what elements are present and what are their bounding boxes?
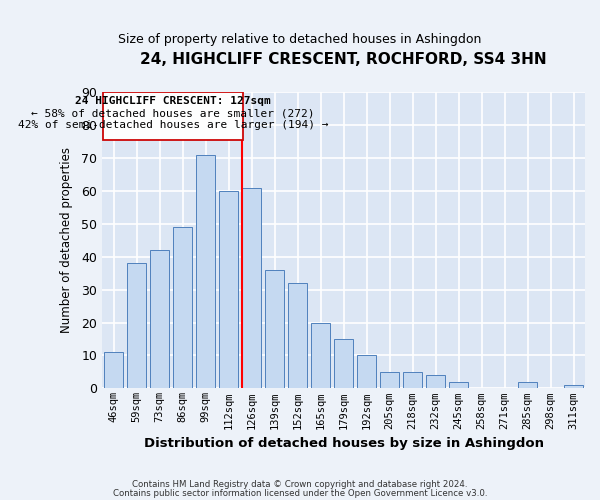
Bar [173,227,193,388]
Text: 42% of semi-detached houses are larger (194) →: 42% of semi-detached houses are larger (… [17,120,328,130]
Bar [564,385,583,388]
X-axis label: Distribution of detached houses by size in Ashingdon: Distribution of detached houses by size … [143,437,544,450]
Bar [242,188,262,388]
Bar [219,191,238,388]
Bar [311,322,331,388]
Bar [104,352,124,389]
Bar [357,356,376,388]
Bar [334,339,353,388]
Y-axis label: Number of detached properties: Number of detached properties [60,148,73,334]
Bar [380,372,400,388]
Bar [150,250,169,388]
Bar [403,372,422,388]
Text: Contains HM Land Registry data © Crown copyright and database right 2024.: Contains HM Land Registry data © Crown c… [132,480,468,489]
Bar [518,382,537,388]
Bar [426,375,445,388]
Bar [127,264,146,388]
FancyBboxPatch shape [103,92,243,140]
Text: 24 HIGHCLIFF CRESCENT: 127sqm: 24 HIGHCLIFF CRESCENT: 127sqm [75,96,271,106]
Text: ← 58% of detached houses are smaller (272): ← 58% of detached houses are smaller (27… [31,108,314,118]
Text: Size of property relative to detached houses in Ashingdon: Size of property relative to detached ho… [118,32,482,46]
Title: 24, HIGHCLIFF CRESCENT, ROCHFORD, SS4 3HN: 24, HIGHCLIFF CRESCENT, ROCHFORD, SS4 3H… [140,52,547,68]
Text: Contains public sector information licensed under the Open Government Licence v3: Contains public sector information licen… [113,488,487,498]
Bar [196,155,215,388]
Bar [449,382,469,388]
Bar [288,283,307,389]
Bar [265,270,284,388]
